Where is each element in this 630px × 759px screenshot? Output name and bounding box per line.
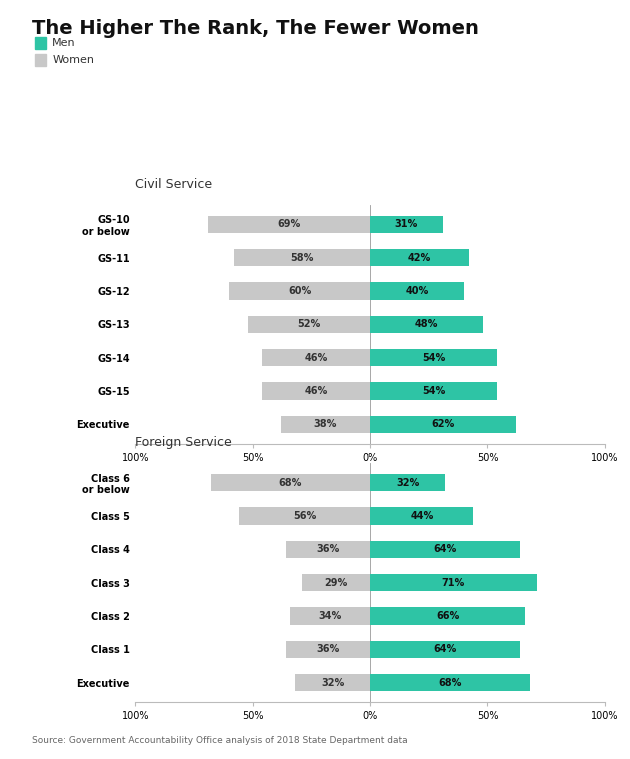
Text: 64%: 64% bbox=[433, 544, 457, 554]
Text: 32%: 32% bbox=[321, 678, 344, 688]
Text: 68%: 68% bbox=[438, 678, 462, 688]
Text: 48%: 48% bbox=[415, 320, 438, 329]
Text: 54%: 54% bbox=[422, 353, 445, 363]
Text: 46%: 46% bbox=[304, 386, 328, 396]
Text: 36%: 36% bbox=[316, 644, 340, 654]
Text: 66%: 66% bbox=[436, 611, 459, 621]
Text: 36%: 36% bbox=[316, 544, 340, 554]
Text: 58%: 58% bbox=[290, 253, 314, 263]
Text: Men: Men bbox=[52, 38, 76, 49]
Text: 60%: 60% bbox=[288, 286, 311, 296]
Text: Source: Government Accountability Office analysis of 2018 State Department data: Source: Government Accountability Office… bbox=[32, 736, 407, 745]
Bar bbox=[239, 507, 370, 524]
Bar bbox=[290, 607, 370, 625]
Bar bbox=[248, 316, 370, 333]
Bar bbox=[234, 249, 370, 266]
Text: 71%: 71% bbox=[442, 578, 465, 587]
Text: Women: Women bbox=[52, 55, 94, 65]
Text: 69%: 69% bbox=[278, 219, 301, 229]
Bar bbox=[285, 641, 370, 658]
Bar bbox=[370, 216, 443, 233]
Text: 64%: 64% bbox=[433, 644, 457, 654]
Text: 32%: 32% bbox=[396, 477, 420, 487]
Bar bbox=[370, 282, 464, 300]
Bar bbox=[285, 540, 370, 558]
Bar bbox=[229, 282, 370, 300]
Bar bbox=[370, 674, 530, 691]
Text: 40%: 40% bbox=[406, 286, 428, 296]
Text: 54%: 54% bbox=[422, 386, 445, 396]
Bar bbox=[370, 641, 520, 658]
Bar bbox=[370, 316, 483, 333]
Bar bbox=[295, 674, 370, 691]
Bar bbox=[370, 249, 469, 266]
Text: 31%: 31% bbox=[395, 219, 418, 229]
Text: 42%: 42% bbox=[408, 253, 431, 263]
Bar bbox=[210, 474, 370, 491]
Bar bbox=[370, 540, 520, 558]
Bar bbox=[370, 383, 497, 400]
Text: Foreign Service: Foreign Service bbox=[135, 436, 232, 449]
Text: 38%: 38% bbox=[314, 420, 337, 430]
Bar bbox=[370, 607, 525, 625]
Bar bbox=[262, 349, 370, 367]
Text: 44%: 44% bbox=[410, 511, 433, 521]
Text: 46%: 46% bbox=[304, 353, 328, 363]
Text: Civil Service: Civil Service bbox=[135, 178, 212, 191]
Bar bbox=[281, 416, 370, 433]
Text: 62%: 62% bbox=[432, 420, 454, 430]
Bar bbox=[302, 574, 370, 591]
Text: 56%: 56% bbox=[293, 511, 316, 521]
Bar bbox=[370, 474, 445, 491]
Text: 29%: 29% bbox=[324, 578, 348, 587]
Bar bbox=[262, 383, 370, 400]
Text: 34%: 34% bbox=[319, 611, 342, 621]
Bar bbox=[370, 349, 497, 367]
Bar bbox=[208, 216, 370, 233]
Bar bbox=[370, 416, 515, 433]
Bar bbox=[370, 507, 473, 524]
Bar bbox=[370, 574, 537, 591]
Text: The Higher The Rank, The Fewer Women: The Higher The Rank, The Fewer Women bbox=[32, 19, 478, 38]
Text: 68%: 68% bbox=[278, 477, 302, 487]
Text: 52%: 52% bbox=[297, 320, 321, 329]
